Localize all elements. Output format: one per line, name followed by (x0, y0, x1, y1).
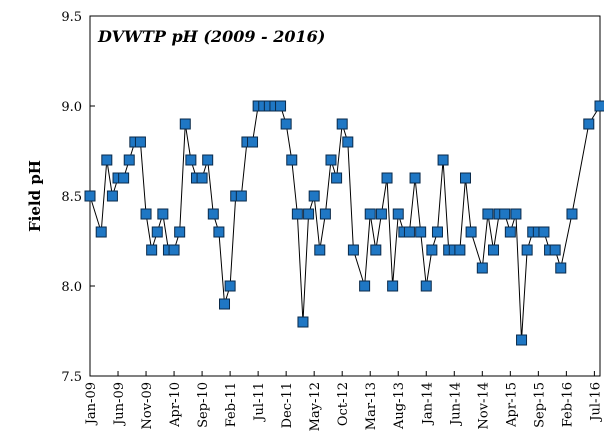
data-point (95, 226, 107, 238)
x-tick-label: Jan-09 (84, 382, 99, 426)
data-point (286, 154, 298, 166)
data-point (510, 208, 522, 220)
data-point (157, 208, 169, 220)
data-point (521, 244, 533, 256)
x-tick-label: Nov-14 (476, 382, 491, 429)
x-tick-label: Sep-10 (196, 382, 211, 428)
data-point (420, 280, 432, 292)
data-point (403, 226, 415, 238)
x-tick-label: Jul-11 (252, 382, 267, 423)
x-tick-label: Jul-16 (588, 382, 603, 423)
data-point (123, 154, 135, 166)
x-tick-label: Feb-11 (224, 382, 239, 427)
data-point (280, 118, 292, 130)
data-point (459, 172, 471, 184)
x-tick-label: Apr-15 (504, 382, 519, 428)
data-point (331, 172, 343, 184)
data-point (482, 208, 494, 220)
data-point (196, 172, 208, 184)
y-tick-label: 8.0 (61, 280, 82, 295)
data-point (235, 190, 247, 202)
data-point (101, 154, 113, 166)
data-point (392, 208, 404, 220)
data-point (499, 208, 511, 220)
data-point (179, 118, 191, 130)
x-tick-label: Sep-15 (532, 382, 547, 428)
chart-title: DVWTP pH (2009 - 2016) (97, 27, 325, 46)
data-point (168, 244, 180, 256)
data-point (504, 226, 516, 238)
y-tick-label: 8.5 (61, 190, 82, 205)
data-point (549, 244, 561, 256)
x-tick-label: Aug-13 (392, 382, 407, 430)
y-tick-label: 9.5 (61, 10, 82, 25)
data-point (146, 244, 158, 256)
y-axis-label: Field pH (26, 160, 44, 232)
data-point (359, 280, 371, 292)
x-tick-label: Nov-09 (140, 382, 155, 429)
data-point (118, 172, 130, 184)
data-point (583, 118, 595, 130)
y-tick-label: 9.0 (61, 100, 82, 115)
data-point (431, 226, 443, 238)
data-point (308, 190, 320, 202)
data-point (207, 208, 219, 220)
data-point (370, 244, 382, 256)
data-point (476, 262, 488, 274)
x-tick-label: Feb-16 (560, 382, 575, 427)
data-point (454, 244, 466, 256)
x-tick-label: Jan-14 (420, 382, 435, 426)
x-tick-label: Jun-14 (448, 382, 463, 427)
data-point (342, 136, 354, 148)
data-point (555, 262, 567, 274)
data-point (336, 118, 348, 130)
data-point (594, 100, 604, 112)
x-tick-label: Apr-10 (168, 382, 183, 428)
data-point (185, 154, 197, 166)
data-point (375, 208, 387, 220)
x-tick-label: Mar-13 (364, 382, 379, 430)
data-point (566, 208, 578, 220)
x-tick-label: Oct-12 (336, 382, 351, 426)
data-point (303, 208, 315, 220)
data-point (151, 226, 163, 238)
data-point (314, 244, 326, 256)
data-point (275, 100, 287, 112)
data-point (465, 226, 477, 238)
data-point (202, 154, 214, 166)
x-tick-label: May-12 (308, 382, 323, 431)
data-point (291, 208, 303, 220)
data-point (219, 298, 231, 310)
data-point (347, 244, 359, 256)
data-point (437, 154, 449, 166)
data-point (134, 136, 146, 148)
data-point (409, 172, 421, 184)
data-point (297, 316, 309, 328)
x-tick-label: Jun-09 (112, 382, 127, 427)
data-point (426, 244, 438, 256)
data-point (325, 154, 337, 166)
data-point (247, 136, 259, 148)
data-point (224, 280, 236, 292)
data-point (319, 208, 331, 220)
data-point (538, 226, 550, 238)
data-point (84, 190, 96, 202)
data-point (488, 244, 500, 256)
data-point (381, 172, 393, 184)
data-point (106, 190, 118, 202)
y-tick-label: 7.5 (61, 370, 82, 385)
data-point (516, 334, 528, 346)
data-point (387, 280, 399, 292)
data-point (213, 226, 225, 238)
plot-frame (89, 15, 601, 377)
x-tick-label: Dec-11 (280, 382, 295, 428)
data-point (364, 208, 376, 220)
data-point (415, 226, 427, 238)
data-point (174, 226, 186, 238)
data-point (140, 208, 152, 220)
